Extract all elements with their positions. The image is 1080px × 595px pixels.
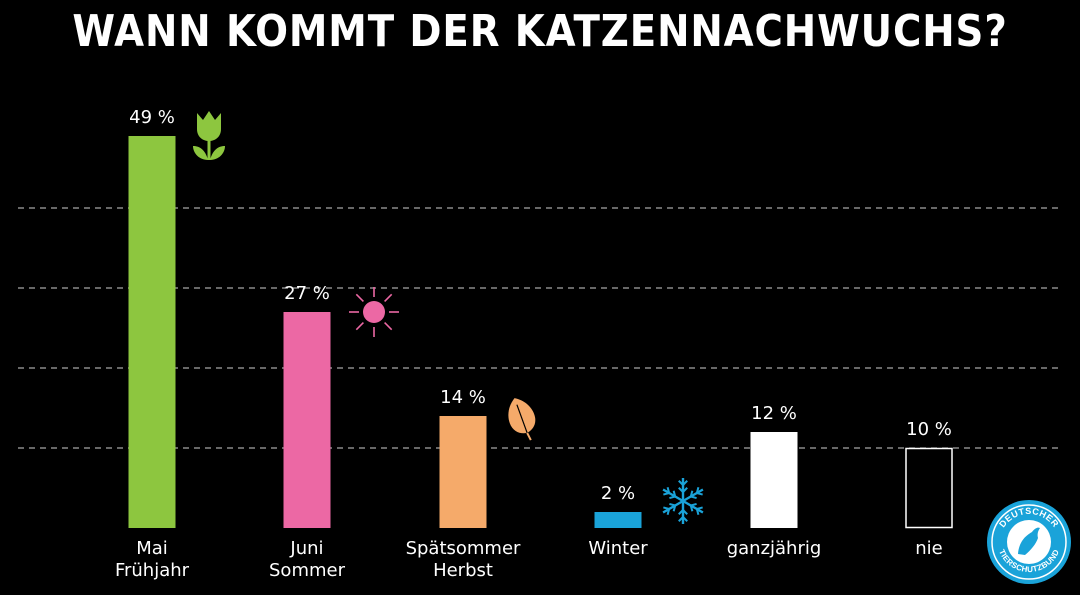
snowflake-icon: [662, 478, 704, 524]
bar: [905, 447, 953, 529]
category-label: nie: [915, 538, 942, 559]
leaf-icon: [508, 398, 536, 441]
value-label: 27 %: [284, 283, 330, 304]
value-label: 2 %: [601, 483, 635, 504]
category-label: Herbst: [433, 560, 493, 581]
category-label: Mai: [136, 538, 168, 559]
bar: [128, 136, 176, 528]
chart-title: WANN KOMMT DER KATZENNACHWUCHS?: [72, 6, 1008, 57]
category-label: Sommer: [269, 560, 346, 581]
bar: [283, 312, 331, 528]
value-label: 49 %: [129, 107, 175, 128]
sun-icon: [349, 287, 399, 337]
category-label: Winter: [588, 538, 648, 559]
value-label: 14 %: [440, 387, 486, 408]
value-label: 10 %: [906, 419, 952, 440]
tulip-icon: [193, 111, 225, 160]
deutscher-tierschutzbund-logo: DEUTSCHER TIERSCHUTZBUND: [987, 500, 1071, 584]
bar: [594, 512, 642, 528]
value-label: 12 %: [751, 403, 797, 424]
category-label: ganzjährig: [727, 538, 822, 559]
category-label: Frühjahr: [115, 560, 190, 581]
category-label: Juni: [289, 538, 323, 559]
category-label: Spätsommer: [406, 538, 521, 559]
bar: [439, 416, 487, 528]
bar: [750, 432, 798, 528]
